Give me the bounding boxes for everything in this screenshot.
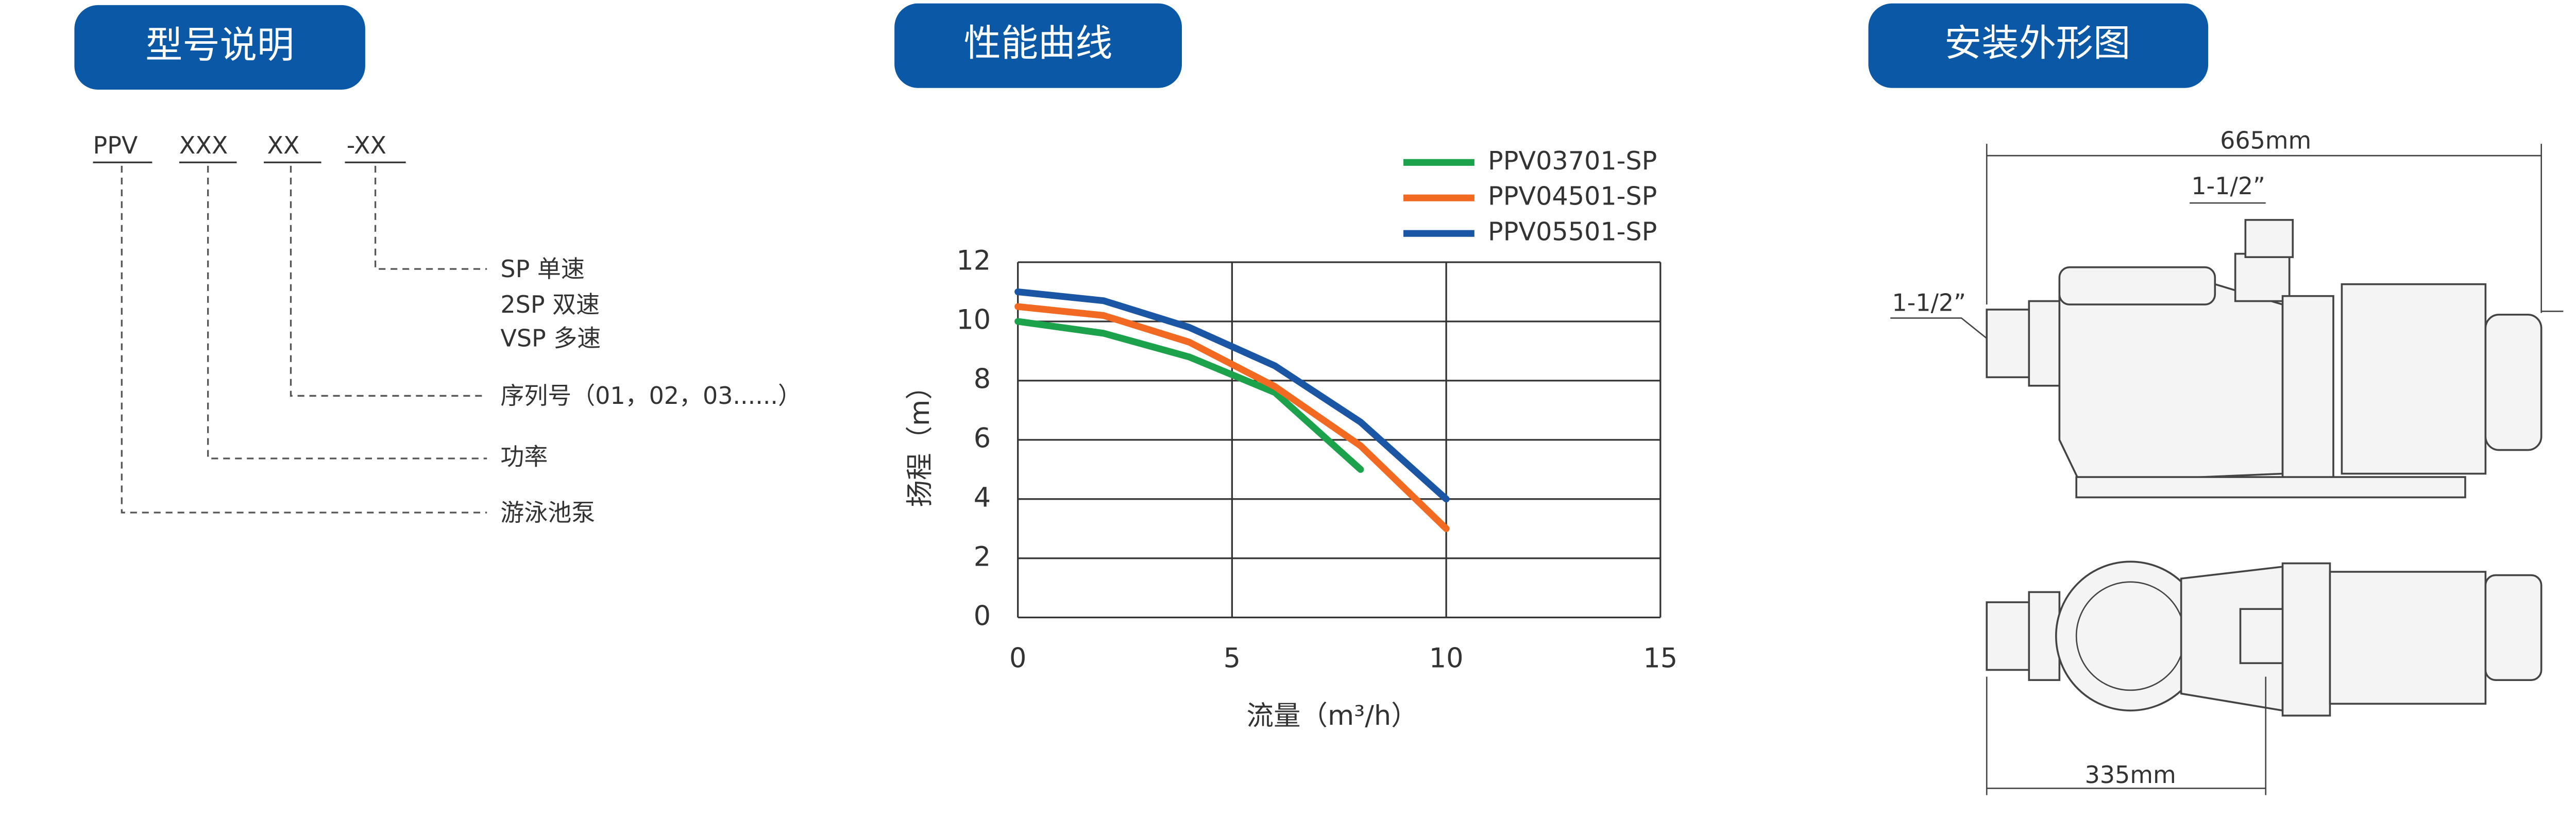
shape [2028, 591, 2061, 681]
dimension: 1-1/2” [1892, 289, 1966, 317]
shape [2484, 314, 2543, 451]
x-tick-label: 15 [1643, 642, 1677, 674]
description: VSP 多速 [500, 325, 601, 352]
legend-label: PPV04501-SP [1488, 181, 1657, 211]
header-pill [74, 5, 365, 90]
header-pill [894, 3, 1182, 88]
description: 序列号（01，02，03......） [500, 382, 802, 410]
dimension: 1-1/2” [2191, 172, 2265, 200]
shape [2329, 571, 2487, 705]
series-line [1014, 318, 1364, 473]
shape [2058, 278, 2284, 483]
installation-drawing: 665mm 1-1/2” 1-1/2” 325mm 190mm 335mm [1890, 126, 2564, 795]
code: XX [267, 131, 300, 159]
y-tick-label: 6 [974, 422, 991, 454]
section-title: 性能曲线 [964, 22, 1113, 65]
shape [1986, 601, 2035, 671]
header-pill [1868, 3, 2209, 88]
series-line [1014, 303, 1450, 532]
code: PPV [93, 131, 138, 159]
y-tick-label: 4 [974, 482, 991, 513]
shape [2341, 283, 2487, 475]
legend-label: PPV05501-SP [1488, 217, 1657, 247]
legend-label: PPV03701-SP [1488, 146, 1657, 176]
model-code: PPV XXX XX -XX SP 单速 2SP 双速 VSP 多速 序列号（0… [93, 131, 802, 526]
y-tick-label: 8 [974, 364, 991, 395]
dimension-line [1890, 317, 1988, 339]
shape [2244, 219, 2294, 258]
leader [374, 165, 487, 270]
chart: 流量（m³/h） 扬程（m） 0 2 4 6 8 10 12 0 5 10 15 PPV03701-S… [904, 146, 1677, 731]
shape [2484, 574, 2543, 681]
y-tick-label: 12 [956, 245, 991, 277]
shape [2281, 562, 2331, 717]
leader [207, 165, 487, 459]
shape [2234, 252, 2291, 302]
y-axis-label: 扬程（m） [904, 372, 936, 507]
x-tick-label: 10 [1429, 642, 1464, 674]
code: XXX [179, 131, 228, 159]
y-tick-label: 2 [974, 541, 991, 572]
x-axis-label: 流量（m³/h） [1247, 700, 1418, 731]
description: 游泳池泵 [500, 499, 595, 526]
y-tick-label: 10 [956, 304, 991, 336]
shape [2281, 295, 2334, 483]
section-title: 型号说明 [145, 24, 294, 67]
shape [1986, 309, 2035, 379]
section-title: 安装外形图 [1944, 22, 2130, 65]
base [2075, 476, 2466, 499]
dimension: 665mm [2220, 126, 2311, 154]
dimension: 335mm [2085, 761, 2176, 789]
description: 2SP 双速 [500, 291, 600, 318]
leader [290, 165, 487, 397]
x-tick-label: 0 [1009, 642, 1026, 674]
code: -XX [347, 131, 386, 159]
shape [2058, 266, 2216, 305]
shape [2028, 300, 2061, 387]
leader [121, 165, 487, 514]
x-tick-label: 5 [1224, 642, 1241, 674]
description: 功率 [500, 442, 548, 470]
description: SP 单速 [500, 255, 584, 283]
y-tick-label: 0 [974, 600, 991, 632]
series-line [1014, 288, 1450, 503]
